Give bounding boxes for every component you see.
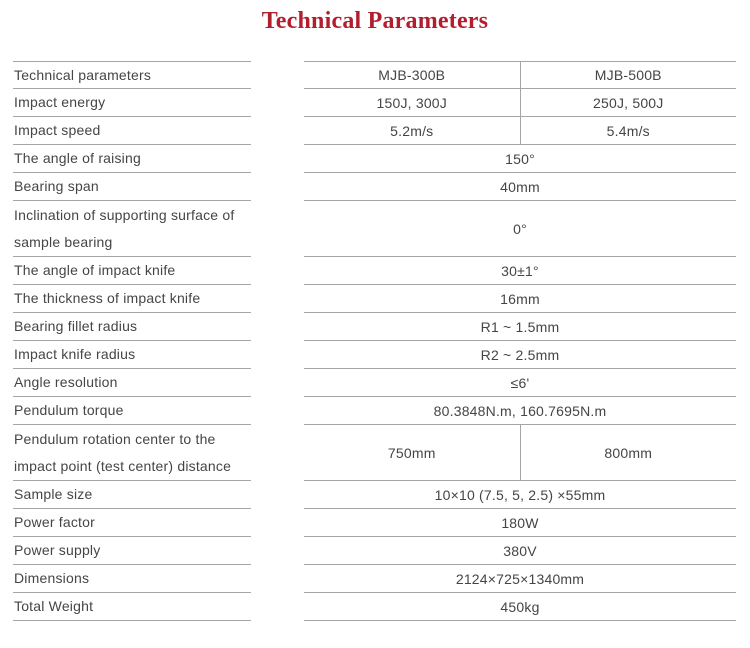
value-mjb300b: 750mm bbox=[387, 444, 436, 461]
table-row-thickness-of-impact-knife: The thickness of impact knife 16mm bbox=[13, 285, 736, 313]
row-value: ≤6' bbox=[304, 369, 736, 397]
column-gap bbox=[251, 565, 304, 593]
column-gap bbox=[251, 257, 304, 285]
row-label: Impact energy bbox=[13, 89, 251, 117]
row-value: 10×10 (7.5, 5, 2.5) ×55mm bbox=[304, 481, 736, 509]
row-value: 80.3848N.m, 160.7695N.m bbox=[304, 397, 736, 425]
value-mjb500b: 250J, 500J bbox=[519, 89, 737, 116]
table-row-bearing-fillet-radius: Bearing fillet radius R1 ~ 1.5mm bbox=[13, 313, 736, 341]
row-value: 40mm bbox=[304, 173, 736, 201]
column-gap bbox=[251, 285, 304, 313]
table-row-header: Technical parameters MJB-300B MJB-500B bbox=[13, 61, 736, 89]
row-value: R2 ~ 2.5mm bbox=[304, 341, 736, 369]
value-mjb500b: 5.4m/s bbox=[519, 117, 737, 144]
column-gap bbox=[251, 341, 304, 369]
column-gap bbox=[251, 593, 304, 621]
row-label: The thickness of impact knife bbox=[13, 285, 251, 313]
value-mjb500b: 800mm bbox=[519, 425, 737, 480]
table-row-power-factor: Power factor 180W bbox=[13, 509, 736, 537]
table-row-pendulum-torque: Pendulum torque 80.3848N.m, 160.7695N.m bbox=[13, 397, 736, 425]
column-gap bbox=[251, 117, 304, 145]
row-value: 2124×725×1340mm bbox=[304, 565, 736, 593]
row-values: 5.2m/s 5.4m/s bbox=[304, 117, 736, 145]
table-row-angle-of-raising: The angle of raising 150° bbox=[13, 145, 736, 173]
row-label: Power factor bbox=[13, 509, 251, 537]
row-label: The angle of impact knife bbox=[13, 257, 251, 285]
table-row-angle-of-impact-knife: The angle of impact knife 30±1° bbox=[13, 257, 736, 285]
column-gap bbox=[251, 61, 304, 89]
table-row-dimensions: Dimensions 2124×725×1340mm bbox=[13, 565, 736, 593]
table-row-sample-size: Sample size 10×10 (7.5, 5, 2.5) ×55mm bbox=[13, 481, 736, 509]
row-label: Bearing span bbox=[13, 173, 251, 201]
column-gap bbox=[251, 537, 304, 565]
row-values: 750mm 800mm bbox=[304, 425, 736, 481]
row-label: Power supply bbox=[13, 537, 251, 565]
table-row-impact-speed: Impact speed 5.2m/s 5.4m/s bbox=[13, 117, 736, 145]
column-gap bbox=[251, 89, 304, 117]
column-gap bbox=[251, 481, 304, 509]
column-gap bbox=[251, 509, 304, 537]
value-mjb300b: 5.2m/s bbox=[390, 122, 434, 139]
table-row-total-weight: Total Weight 450kg bbox=[13, 593, 736, 621]
table-row-inclination-supporting-surface: Inclination of supporting surface of sam… bbox=[13, 201, 736, 257]
table-row-pendulum-rotation-distance: Pendulum rotation center to the impact p… bbox=[13, 425, 736, 481]
value-mjb300b: 150J, 300J bbox=[376, 94, 447, 111]
technical-parameters-table: Technical parameters MJB-300B MJB-500B I… bbox=[13, 61, 736, 621]
row-label: Bearing fillet radius bbox=[13, 313, 251, 341]
row-label: Impact knife radius bbox=[13, 341, 251, 369]
row-label: Pendulum rotation center to the impact p… bbox=[13, 425, 251, 481]
page-title: Technical Parameters bbox=[261, 8, 489, 34]
row-value: 30±1° bbox=[304, 257, 736, 285]
row-label: Sample size bbox=[13, 481, 251, 509]
table-row-impact-energy: Impact energy 150J, 300J 250J, 500J bbox=[13, 89, 736, 117]
row-value: R1 ~ 1.5mm bbox=[304, 313, 736, 341]
row-label: Dimensions bbox=[13, 565, 251, 593]
column-gap bbox=[251, 145, 304, 173]
column-gap bbox=[251, 369, 304, 397]
row-label: Pendulum torque bbox=[13, 397, 251, 425]
table-row-power-supply: Power supply 380V bbox=[13, 537, 736, 565]
row-value: 150° bbox=[304, 145, 736, 173]
table-row-bearing-span: Bearing span 40mm bbox=[13, 173, 736, 201]
table-row-angle-resolution: Angle resolution ≤6' bbox=[13, 369, 736, 397]
header-model-mjb300b: MJB-300B bbox=[378, 67, 446, 83]
row-value: 16mm bbox=[304, 285, 736, 313]
row-label: Impact speed bbox=[13, 117, 251, 145]
column-gap bbox=[251, 201, 304, 257]
row-value: 450kg bbox=[304, 593, 736, 621]
row-label: Total Weight bbox=[13, 593, 251, 621]
row-label: Inclination of supporting surface of sam… bbox=[13, 201, 251, 257]
column-gap bbox=[251, 313, 304, 341]
column-gap bbox=[251, 173, 304, 201]
row-value: 180W bbox=[304, 509, 736, 537]
row-label: The angle of raising bbox=[13, 145, 251, 173]
row-values: 150J, 300J 250J, 500J bbox=[304, 89, 736, 117]
row-value: 0° bbox=[304, 201, 736, 257]
column-gap bbox=[251, 397, 304, 425]
column-gap bbox=[251, 425, 304, 481]
row-label: Angle resolution bbox=[13, 369, 251, 397]
row-label: Technical parameters bbox=[13, 61, 251, 89]
row-value: 380V bbox=[304, 537, 736, 565]
row-values: MJB-300B MJB-500B bbox=[304, 61, 736, 89]
table-row-impact-knife-radius: Impact knife radius R2 ~ 2.5mm bbox=[13, 341, 736, 369]
header-model-mjb500b: MJB-500B bbox=[519, 62, 737, 88]
